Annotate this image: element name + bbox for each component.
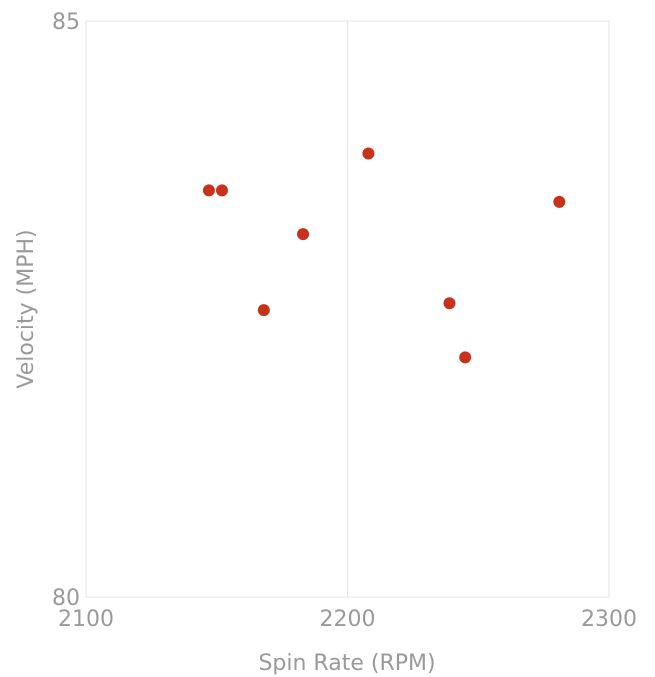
- y-tick-label: 85: [52, 10, 80, 35]
- plot-frame: [85, 20, 610, 598]
- data-point[interactable]: [257, 304, 270, 317]
- y-axis-title: Velocity (MPH): [14, 229, 39, 388]
- data-point[interactable]: [553, 195, 566, 208]
- y-tick-label: 80: [52, 586, 80, 611]
- x-tick-label: 2200: [320, 607, 376, 632]
- data-point[interactable]: [362, 147, 375, 160]
- x-axis-title: Spin Rate (RPM): [258, 651, 435, 676]
- tick-labels: 2100 2200 2300 80 85: [52, 10, 637, 632]
- x-tick-label: 2300: [581, 607, 637, 632]
- data-point[interactable]: [297, 228, 310, 241]
- x-tick-label: 2100: [58, 607, 114, 632]
- data-points: [202, 147, 566, 364]
- data-point[interactable]: [443, 297, 456, 310]
- data-point[interactable]: [215, 184, 228, 197]
- data-point[interactable]: [459, 351, 472, 364]
- data-point[interactable]: [202, 184, 215, 197]
- axis-layer: [85, 20, 610, 598]
